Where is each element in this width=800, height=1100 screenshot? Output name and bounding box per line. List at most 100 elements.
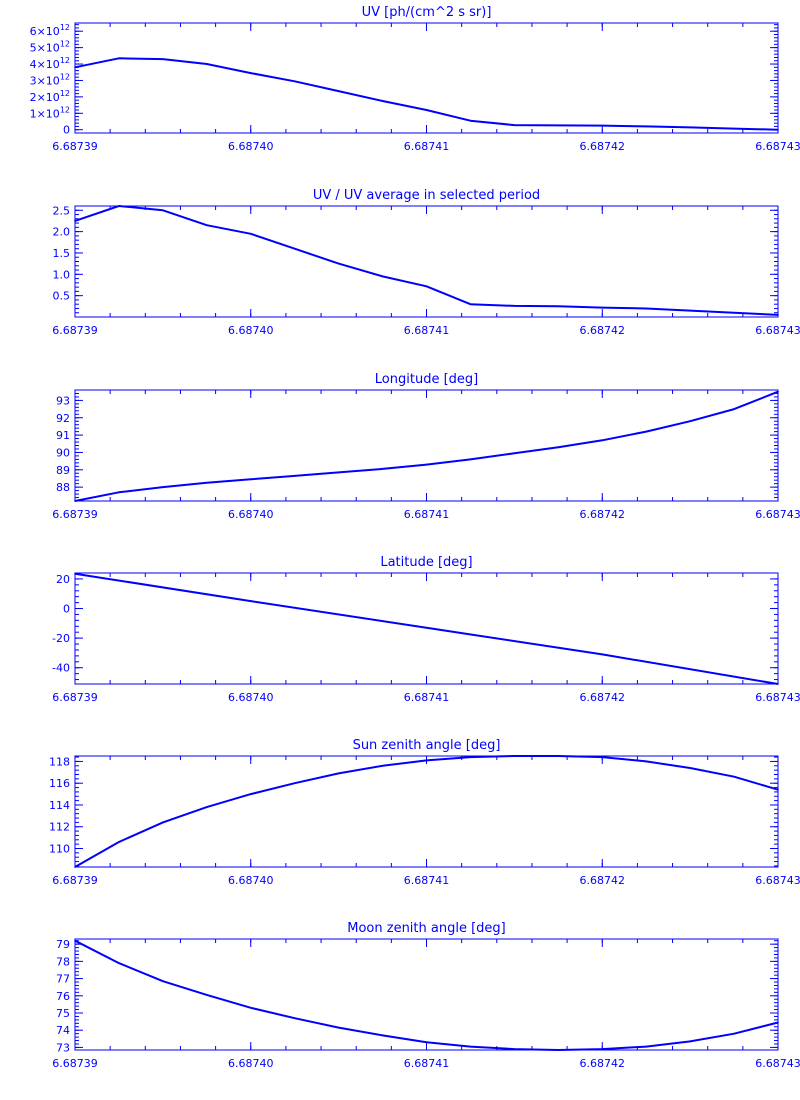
chart-title: Latitude [deg] <box>380 555 472 570</box>
y-tick-mantissa: 2×10 <box>30 91 60 104</box>
data-point <box>293 475 296 477</box>
data-point <box>162 209 164 212</box>
x-tick-label: 6.68742 <box>580 324 626 337</box>
data-point <box>162 980 164 982</box>
x-tick-label: 6.68741 <box>404 324 450 337</box>
y-tick-mantissa: 6×10 <box>30 25 60 38</box>
data-point <box>425 109 428 111</box>
y-tick-label: 1×1012 <box>30 105 70 120</box>
y-tick-label: 6×1012 <box>30 23 70 38</box>
y-tick-label: 75 <box>56 1007 70 1020</box>
data-point <box>601 124 604 127</box>
plot-frame <box>74 938 779 1051</box>
data-point <box>381 764 384 767</box>
series-line-1 <box>74 755 779 868</box>
y-tick-exponent: 12 <box>60 23 70 32</box>
x-tick-label: 6.68739 <box>52 324 98 337</box>
y-tick-label: 116 <box>49 777 70 790</box>
y-tick-label: 90 <box>56 446 70 459</box>
data-point <box>645 1045 647 1048</box>
data-point <box>689 309 691 312</box>
series-line-1 <box>74 939 779 1051</box>
x-tick-label: 6.68742 <box>580 691 626 704</box>
y-tick-label: 2.0 <box>53 226 71 239</box>
data-point <box>206 806 208 808</box>
chart-panel-1: UV [ph/(cm^2 s sr)] 6.68739 6.68740 6.68741… <box>30 5 800 153</box>
x-tick-label: 6.68742 <box>580 140 626 153</box>
data-point <box>381 100 384 102</box>
data-point <box>337 1026 340 1029</box>
y-tick-label: 0 <box>63 124 70 137</box>
data-point <box>425 1041 428 1044</box>
data-point <box>513 1048 516 1050</box>
data-point <box>118 205 120 207</box>
data-point <box>249 1007 252 1009</box>
x-tick-label: 6.68742 <box>580 874 626 887</box>
y-tick-label: 5×1012 <box>30 40 70 55</box>
data-point <box>118 962 120 964</box>
data-point <box>337 471 340 474</box>
data-point <box>74 500 76 502</box>
x-tick-label: 6.68742 <box>580 1057 626 1070</box>
plot-frame <box>74 389 779 502</box>
series-line-1 <box>74 572 779 685</box>
y-tick-label: -40 <box>52 662 70 675</box>
data-point <box>249 793 252 795</box>
data-point <box>557 1049 560 1051</box>
chart-title: UV / UV average in selected period <box>313 188 540 203</box>
data-point <box>557 124 560 127</box>
chart-title: Moon zenith angle [deg] <box>347 921 505 936</box>
x-tick-label: 6.68743 <box>755 1057 800 1070</box>
chart-panel-6: Moon zenith angle [deg] 6.68739 6.68740 6.6… <box>52 921 800 1070</box>
data-point <box>733 311 735 314</box>
data-point <box>601 756 604 758</box>
y-tick-label: 110 <box>49 843 70 856</box>
chart-title: UV [ph/(cm^2 s sr)] <box>362 5 492 20</box>
x-tick-label: 6.68740 <box>228 874 274 887</box>
y-tick-label: 93 <box>56 394 70 407</box>
data-point <box>689 767 691 769</box>
series-line-1 <box>74 57 779 131</box>
x-tick-label: 6.68739 <box>52 1057 98 1070</box>
data-point <box>689 126 691 129</box>
data-point <box>74 66 76 69</box>
x-tick-label: 6.68741 <box>404 1057 450 1070</box>
x-tick-label: 6.68741 <box>404 874 450 887</box>
data-point <box>601 653 604 656</box>
data-point <box>162 58 164 60</box>
data-point <box>118 57 120 60</box>
data-point <box>162 486 164 488</box>
x-tick-label: 6.68742 <box>580 508 626 521</box>
data-point <box>249 232 252 235</box>
data-point <box>337 90 340 92</box>
data-point <box>777 314 779 316</box>
data-point <box>777 788 779 791</box>
y-tick-mantissa: 0 <box>63 124 70 137</box>
y-tick-label: 0 <box>63 603 70 616</box>
y-tick-label: 1.0 <box>53 268 71 281</box>
data-point <box>381 1034 384 1037</box>
data-point <box>645 760 647 763</box>
data-point <box>601 439 604 442</box>
data-point <box>74 220 76 222</box>
data-point <box>513 755 516 757</box>
chart-title: Longitude [deg] <box>375 372 478 387</box>
y-tick-label: 79 <box>56 938 70 951</box>
y-tick-label: 3×1012 <box>30 72 70 87</box>
data-point <box>206 224 208 227</box>
data-point <box>74 572 76 575</box>
y-tick-label: 0.5 <box>53 290 71 303</box>
data-point <box>337 262 340 265</box>
series-line-1 <box>74 205 779 316</box>
plot-frame <box>74 205 779 318</box>
y-tick-label: 78 <box>56 955 70 968</box>
y-tick-label: 20 <box>56 573 70 586</box>
chart-panel-5: Sun zenith angle [deg] 6.68739 6.68740 6.68… <box>49 738 800 887</box>
data-point <box>689 1040 691 1043</box>
x-tick-label: 6.68739 <box>52 508 98 521</box>
x-tick-label: 6.68741 <box>404 140 450 153</box>
data-point <box>645 307 647 310</box>
y-tick-label: 118 <box>49 755 70 768</box>
y-tick-exponent: 12 <box>60 72 70 81</box>
